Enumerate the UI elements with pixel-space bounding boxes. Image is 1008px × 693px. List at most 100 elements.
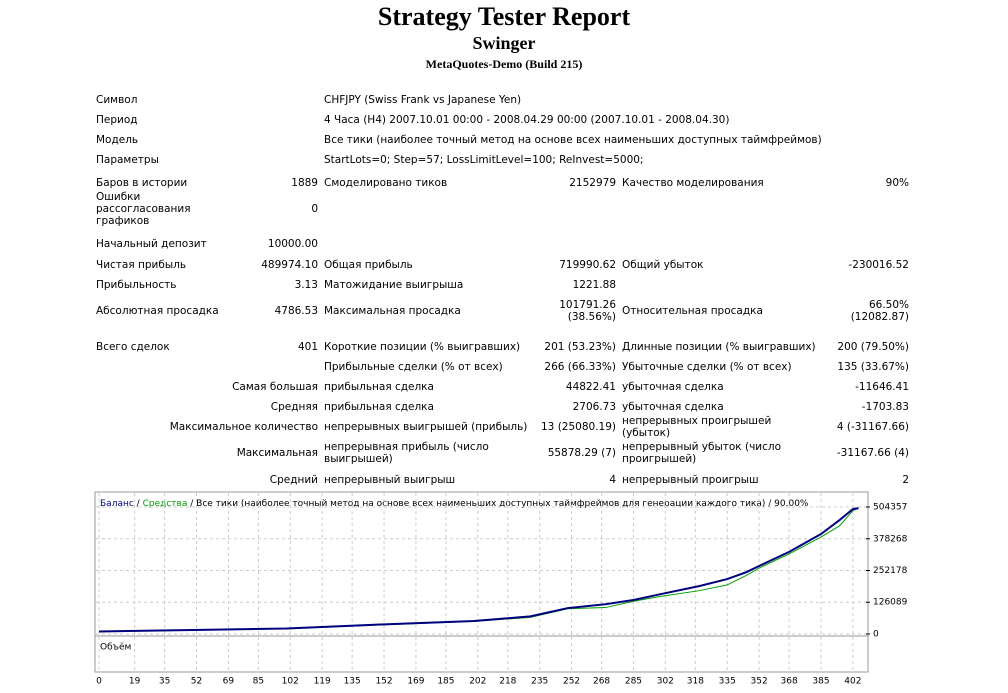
x-tick-label: 152 [375,677,392,687]
stat-value: 44822.41 [565,381,616,393]
stat-value: 4 (-31167.66) [836,421,909,433]
stat-label: прибыльная сделка [324,381,434,393]
stat-value: 489974.10 [261,259,318,271]
balance-line [98,507,859,633]
stat-label: Относительная просадка [622,305,763,317]
x-tick-label: 268 [593,677,610,687]
x-tick-label: 402 [844,677,861,687]
stat-value: -31167.66 (4) [836,447,909,459]
x-tick-label: 169 [407,677,424,687]
stat-value: 200 (79.50%) [837,341,909,353]
x-tick-label: 352 [751,677,768,687]
stat-label: непрерывный убыток (число проигрышей) [622,441,782,465]
x-tick-label: 335 [719,677,736,687]
x-tick-label: 302 [657,677,674,687]
info-value: Все тики (наиболее точный метод на основ… [324,134,822,146]
stat-value: 201 (53.23%) [544,341,616,353]
stat-value: 66.50% (12082.87) [850,299,909,323]
stat-value: 1889 [291,177,318,189]
legend-separator: / [137,499,141,509]
stat-label: Матожидание выигрыша [324,279,464,291]
stat-label: прибыльная сделка [324,401,434,413]
stat-label: Прибыльные сделки (% от всех) [324,361,503,373]
stat-label: Максимальная просадка [324,305,461,317]
stat-value: -230016.52 [848,259,909,271]
stat-label: непрерывных проигрышей (убыток) [622,415,772,439]
server-name: MetaQuotes-Demo (Build 215) [425,57,583,71]
x-tick-label: 385 [812,677,829,687]
stat-value: -1703.83 [861,401,909,413]
stat-value: 4 [609,474,616,486]
stat-label: Прибыльность [96,279,177,291]
x-tick-label: 318 [687,677,704,687]
x-tick-label: 85 [253,677,264,687]
stat-label: непрерывная прибыль (число выигрышей) [324,441,489,465]
y-tick-label: 378268 [873,534,908,544]
stat-label: Общий убыток [622,259,704,271]
report-subtitle: Swinger [472,33,536,53]
info-label: Символ [96,94,138,106]
stat-value: 2152979 [569,177,616,189]
stat-label: Длинные позиции (% выигравших) [622,341,816,353]
x-tick-label: 185 [437,677,454,687]
x-tick-label: 235 [531,677,548,687]
x-tick-label: 69 [223,677,235,687]
x-tick-label: 252 [563,677,580,687]
info-value: CHFJPY (Swiss Frank vs Japanese Yen) [324,94,522,106]
stat-label: Средний [269,474,318,486]
stat-value: 13 (25080.19) [541,421,616,433]
stat-value: 55878.29 (7) [547,447,616,459]
stat-label: Абсолютная просадка [96,305,219,317]
x-tick-label: 218 [499,677,516,687]
stat-label: Ошибки рассогласования графиков [96,191,191,227]
stat-label: Самая большая [232,381,318,393]
legend-balance: Баланс [100,499,134,509]
stat-value: 101791.26 (38.56%) [559,299,616,323]
stat-label: Всего сделок [96,341,170,353]
stat-value: 1221.88 [572,279,616,291]
x-tick-label: 119 [314,677,331,687]
stat-label: непрерывных выигрышей (прибыль) [324,421,528,433]
stat-label: Средняя [270,401,318,413]
info-value: 4 Часа (H4) 2007.10.01 00:00 - 2008.04.2… [324,114,730,126]
stat-value: 266 (66.33%) [544,361,616,373]
graph-frame [94,491,869,673]
stat-label: убыточная сделка [622,381,724,393]
stat-value: 4786.53 [274,305,318,317]
stat-label: убыточная сделка [622,401,724,413]
x-tick-label: 202 [469,677,486,687]
report-title: Strategy Tester Report [377,2,631,31]
info-label: Модель [96,134,139,146]
stat-label: Максимальная [236,447,318,459]
x-tick-label: 102 [282,677,299,687]
stat-label: Короткие позиции (% выигравших) [324,341,521,353]
x-tick-label: 35 [159,677,170,687]
stat-value: 0 [311,203,318,215]
stat-label: Качество моделирования [622,177,764,189]
legend-description: / Все тики (наиболее точный метод на осн… [190,499,809,509]
volume-label: Объём [100,643,131,653]
y-tick-label: 504357 [873,503,907,513]
x-tick-label: 285 [625,677,642,687]
stat-label: непрерывный проигрыш [622,474,759,486]
x-tick-label: 135 [344,677,361,687]
info-label: Параметры [96,154,159,166]
stat-value: -11646.41 [855,381,909,393]
stat-value: 401 [297,341,318,353]
x-tick-label: 0 [96,677,102,687]
y-tick-label: 252178 [873,566,908,576]
y-tick-label: 126089 [873,598,908,608]
stat-label: Убыточные сделки (% от всех) [622,361,792,373]
x-tick-label: 368 [781,677,798,687]
stat-label: Общая прибыль [324,259,413,271]
stat-label: Баров в истории [96,177,188,189]
stat-label: Начальный депозит [96,238,207,250]
legend: Баланс / Средства / Все тики (наиболее т… [100,499,809,509]
info-value: StartLots=0; Step=57; LossLimitLevel=100… [324,154,644,166]
stat-value: 90% [885,177,909,189]
info-label: Период [96,114,138,126]
x-tick-label: 19 [129,677,141,687]
stat-value: 719990.62 [559,259,616,271]
